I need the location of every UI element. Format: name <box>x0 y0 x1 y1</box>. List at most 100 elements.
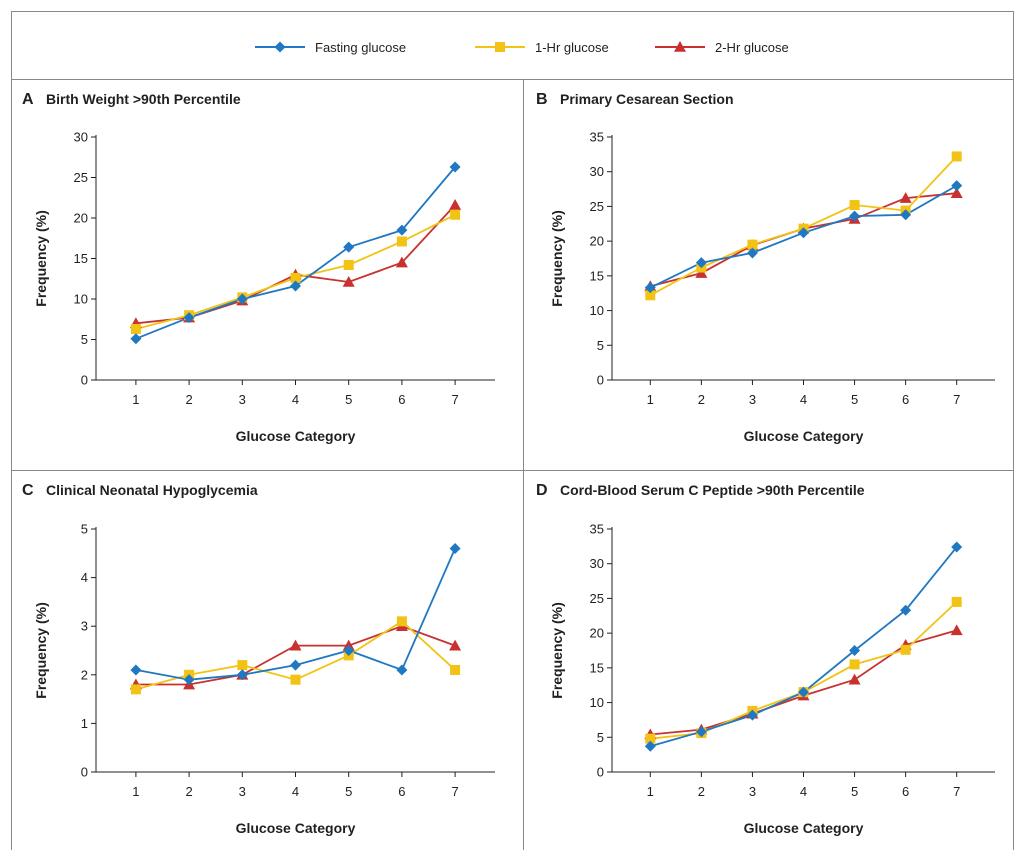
legend-item: 2-Hr glucose <box>655 40 789 55</box>
data-point-diamond <box>695 257 707 269</box>
legend-item: 1-Hr glucose <box>475 40 609 55</box>
x-tick-label: 7 <box>953 784 960 799</box>
data-point-square <box>130 684 141 695</box>
data-point-square <box>396 236 407 247</box>
data-point-diamond <box>130 333 142 345</box>
y-tick-label: 25 <box>590 591 604 606</box>
x-tick-label: 5 <box>851 784 858 799</box>
legend-marker-triangle <box>674 41 686 52</box>
legend-item: Fasting glucose <box>255 40 406 55</box>
data-point-triangle <box>950 624 963 636</box>
y-tick-label: 20 <box>590 626 604 641</box>
y-tick-label: 0 <box>81 765 88 780</box>
y-tick-label: 10 <box>74 292 88 307</box>
y-tick-label: 3 <box>81 619 88 634</box>
x-tick-label: 6 <box>902 392 909 407</box>
series-line <box>650 192 957 288</box>
y-axis-title: Frequency (%) <box>549 602 565 698</box>
data-point-diamond <box>396 664 408 676</box>
panel-b: B Primary Cesarean Section051015202530351… <box>536 91 995 444</box>
data-point-triangle <box>342 275 355 287</box>
x-tick-label: 5 <box>851 392 858 407</box>
data-point-triangle <box>449 639 462 651</box>
data-point-diamond <box>695 726 707 738</box>
data-point-diamond <box>900 604 912 616</box>
legend-label: 1-Hr glucose <box>535 40 609 55</box>
panel-title: Clinical Neonatal Hypoglycemia <box>46 482 258 498</box>
data-point-triangle <box>395 256 408 268</box>
data-point-diamond <box>343 645 355 656</box>
x-tick-label: 5 <box>345 784 352 799</box>
data-point-square <box>849 200 860 211</box>
data-point-diamond <box>343 241 355 253</box>
data-point-diamond <box>951 180 963 192</box>
data-point-square <box>951 596 962 607</box>
series-line <box>650 601 958 740</box>
panel-letter: C <box>22 482 34 499</box>
data-point-square <box>645 290 656 301</box>
data-point-square <box>343 259 354 270</box>
panel-d: D Cord-Blood Serum C Peptide >90th Percen… <box>536 482 995 836</box>
data-point-square <box>900 644 911 655</box>
y-tick-label: 15 <box>74 251 88 266</box>
figure-frame <box>11 11 1014 850</box>
data-point-diamond <box>449 161 461 173</box>
x-tick-label: 3 <box>239 784 246 799</box>
data-point-diamond <box>644 740 656 752</box>
y-tick-label: 5 <box>597 338 604 353</box>
data-point-diamond <box>746 709 758 721</box>
data-point-diamond <box>183 674 195 686</box>
panel-letter: D <box>536 482 548 499</box>
x-axis-title: Glucose Category <box>744 428 864 444</box>
y-tick-label: 5 <box>597 730 604 745</box>
y-tick-label: 35 <box>590 522 604 537</box>
data-point-square <box>237 660 248 671</box>
y-tick-label: 25 <box>74 170 88 185</box>
y-tick-label: 15 <box>590 660 604 675</box>
legend-label: 2-Hr glucose <box>715 40 789 55</box>
x-tick-label: 1 <box>647 392 654 407</box>
y-tick-label: 25 <box>590 199 604 214</box>
x-tick-label: 4 <box>292 392 299 407</box>
y-tick-label: 10 <box>590 303 604 318</box>
data-point-diamond <box>183 312 195 324</box>
x-tick-label: 3 <box>749 392 756 407</box>
y-tick-label: 5 <box>81 522 88 537</box>
x-tick-label: 2 <box>698 392 705 407</box>
y-axis-title: Frequency (%) <box>549 210 565 306</box>
data-point-diamond <box>396 224 408 236</box>
y-tick-label: 0 <box>81 373 88 388</box>
data-point-diamond <box>290 659 301 671</box>
panel-title: Primary Cesarean Section <box>560 91 734 107</box>
x-tick-label: 3 <box>749 784 756 799</box>
data-point-triangle <box>950 187 963 199</box>
legend: Fasting glucose 1-Hr glucose 2-Hr glucose <box>255 40 789 55</box>
y-tick-label: 20 <box>74 211 88 226</box>
y-axis-title: Frequency (%) <box>33 602 49 698</box>
x-tick-label: 4 <box>800 392 807 407</box>
y-tick-label: 30 <box>590 556 604 571</box>
x-tick-label: 2 <box>185 784 192 799</box>
data-point-diamond <box>900 209 912 221</box>
x-tick-label: 7 <box>451 784 458 799</box>
legend-marker-diamond <box>274 41 286 53</box>
y-tick-label: 35 <box>590 130 604 145</box>
x-tick-label: 7 <box>953 392 960 407</box>
data-point-square <box>747 239 758 250</box>
x-tick-label: 3 <box>239 392 246 407</box>
data-point-square <box>849 659 860 670</box>
x-tick-label: 1 <box>132 784 139 799</box>
series-line <box>650 546 958 748</box>
y-tick-label: 30 <box>74 130 88 145</box>
data-point-diamond <box>236 669 248 681</box>
legend-marker-square <box>495 42 505 52</box>
data-point-square <box>951 151 962 162</box>
data-point-diamond <box>798 227 809 239</box>
data-point-diamond <box>746 247 758 259</box>
data-point-square <box>290 272 301 283</box>
x-tick-label: 2 <box>698 784 705 799</box>
x-tick-label: 1 <box>132 392 139 407</box>
data-point-triangle <box>449 199 462 210</box>
